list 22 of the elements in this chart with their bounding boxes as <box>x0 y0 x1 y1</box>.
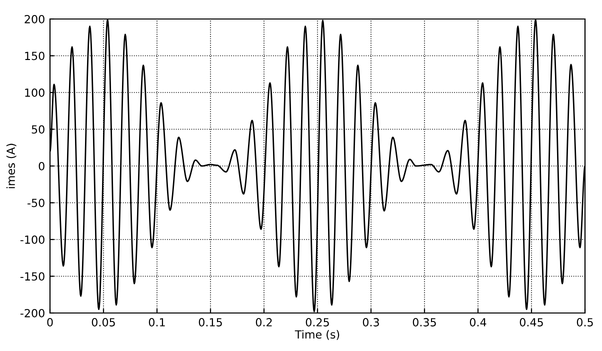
y-tick-label: -200 <box>20 308 44 318</box>
x-tick-label: 0.45 <box>520 318 543 326</box>
x-tick-label: 0 <box>47 318 53 326</box>
y-tick-label: 50 <box>32 125 44 134</box>
x-tick-label: 0.15 <box>198 318 222 326</box>
x-tick-label: 0.5 <box>576 318 593 326</box>
y-tick-label: 200 <box>24 14 44 24</box>
y-tick-label: -150 <box>20 272 44 281</box>
y-tick-label: 100 <box>25 88 44 97</box>
x-tick-label: 0.05 <box>92 318 115 326</box>
y-tick-label: -50 <box>28 198 44 208</box>
y-tick-label: -100 <box>20 235 44 244</box>
y-tick-label: 0 <box>38 162 44 170</box>
x-tick-label: 0.25 <box>306 318 329 326</box>
x-tick-label: 0.35 <box>412 318 436 326</box>
x-tick-label: 0.3 <box>362 318 379 326</box>
x-tick-label: 0.1 <box>148 318 165 326</box>
x-tick-label: 0.2 <box>256 318 272 326</box>
y-axis-title: imes (A) <box>6 144 16 188</box>
x-tick-label: 0.4 <box>470 318 486 326</box>
x-axis-title: Time (s) <box>294 330 340 340</box>
y-tick-label: 150 <box>25 52 44 60</box>
